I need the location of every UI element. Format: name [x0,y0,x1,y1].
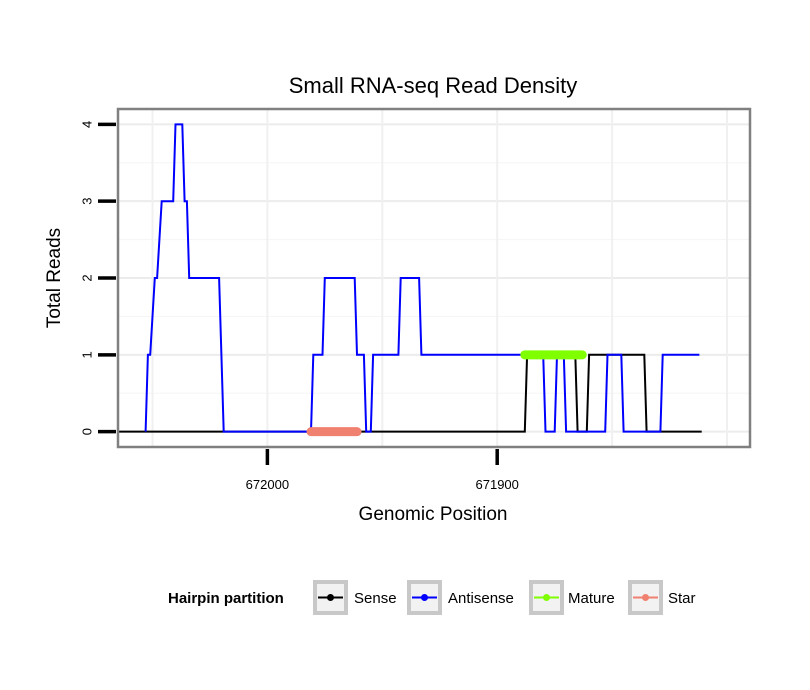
x-axis: 672000 671900 [246,449,519,492]
legend-key-dot [327,594,334,601]
series-group [118,123,702,437]
grid [118,109,750,447]
legend-title: Hairpin partition [168,590,284,607]
x-axis-title: Genomic Position [359,504,508,525]
y-tick-label: 2 [80,274,95,281]
y-tick-label: 4 [80,121,95,128]
y-tick-label: 1 [80,351,95,358]
series-line-sense [118,353,702,433]
plot-border [116,107,752,449]
series-line-antisense [144,123,700,433]
y-tick-label: 0 [80,428,95,435]
legend-key-dot [642,594,649,601]
x-tick-label: 671900 [476,477,519,492]
legend: Hairpin partition Sense Antisense Mature St… [168,580,696,615]
y-axis-title: Total Reads [44,228,65,328]
y-tick-label: 3 [80,198,95,205]
y-axis: 0 1 2 3 4 [80,121,116,435]
legend-label-antisense: Antisense [448,590,514,607]
legend-label-sense: Sense [354,590,397,607]
legend-label-star: Star [668,590,696,607]
legend-key-dot [543,594,550,601]
x-tick-label: 672000 [246,477,289,492]
legend-label-mature: Mature [568,590,615,607]
legend-key-dot [421,594,428,601]
chart-title: Small RNA-seq Read Density [289,73,578,98]
